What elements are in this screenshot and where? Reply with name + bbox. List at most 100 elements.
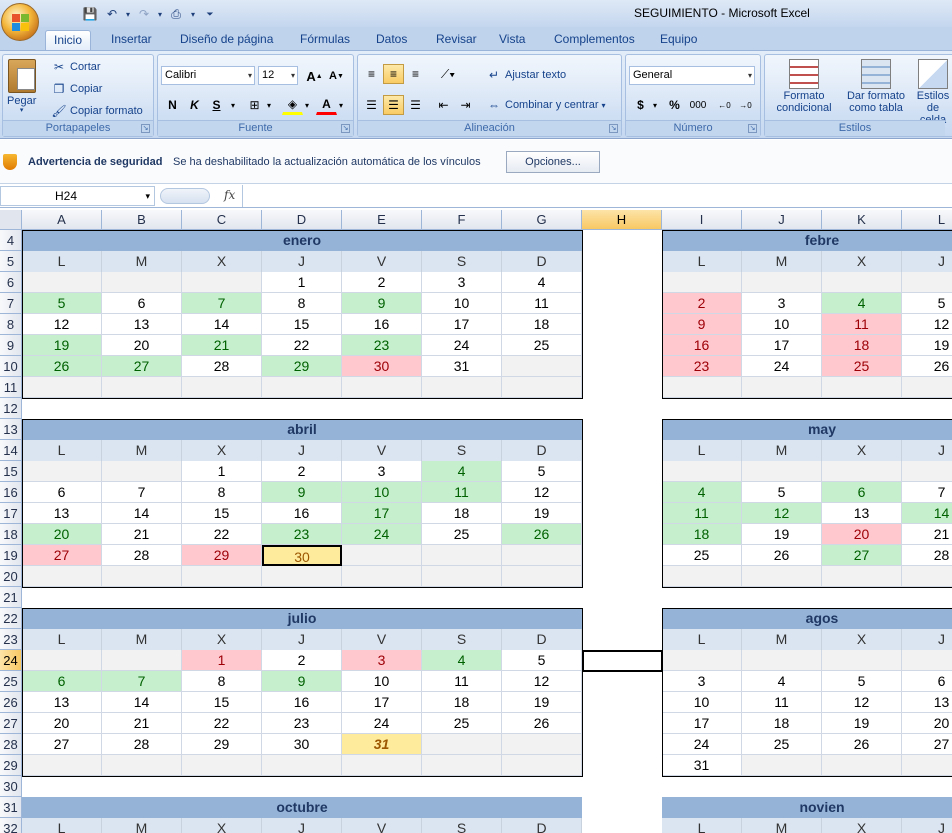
print-preview-icon[interactable]: ⎙ xyxy=(171,6,181,21)
calendar-day-cell[interactable] xyxy=(262,755,342,776)
calendar-day-cell[interactable]: 19 xyxy=(502,503,582,524)
calendar-day-cell[interactable]: 1 xyxy=(182,650,262,671)
row-header-4[interactable]: 4 xyxy=(0,230,22,251)
calendar-day-cell[interactable] xyxy=(342,566,422,587)
calendar-day-cell[interactable]: 24 xyxy=(342,524,422,545)
calendar-day-cell[interactable]: 2 xyxy=(342,272,422,293)
calendar-day-cell[interactable]: 12 xyxy=(822,692,902,713)
column-header-E[interactable]: E xyxy=(342,210,422,230)
calendar-day-cell[interactable] xyxy=(102,566,182,587)
calendar-day-cell[interactable] xyxy=(262,377,342,398)
align-top-icon[interactable]: ≡ xyxy=(367,67,375,81)
calendar-day-cell[interactable]: 4 xyxy=(422,650,502,671)
calendar-day-cell[interactable] xyxy=(822,566,902,587)
row-header-15[interactable]: 15 xyxy=(0,461,22,482)
underline-dropdown-icon[interactable]: ▾ xyxy=(230,100,235,110)
calendar-day-cell[interactable] xyxy=(182,566,262,587)
calendar-day-cell[interactable]: 26 xyxy=(22,356,102,377)
calendar-day-cell[interactable]: 18 xyxy=(502,314,582,335)
calendar-day-cell[interactable]: 2 xyxy=(262,461,342,482)
row-header-8[interactable]: 8 xyxy=(0,314,22,335)
calendar-day-cell[interactable]: 15 xyxy=(262,314,342,335)
calendar-day-cell[interactable] xyxy=(902,755,952,776)
calendar-day-cell[interactable]: 23 xyxy=(342,335,422,356)
calendar-day-cell[interactable]: 7 xyxy=(182,293,262,314)
calendar-day-cell[interactable]: 11 xyxy=(662,503,742,524)
calendar-day-cell[interactable]: 1 xyxy=(182,461,262,482)
calendar-day-cell[interactable] xyxy=(902,272,952,293)
calendar-day-cell[interactable]: 31 xyxy=(342,734,422,755)
calendar-day-cell[interactable] xyxy=(742,755,822,776)
calendar-day-cell[interactable]: 28 xyxy=(182,356,262,377)
calendar-day-cell[interactable]: 14 xyxy=(102,692,182,713)
fx-icon[interactable]: fx xyxy=(224,188,236,202)
calendar-day-cell[interactable] xyxy=(422,755,502,776)
row-header-20[interactable]: 20 xyxy=(0,566,22,587)
calendar-day-cell[interactable] xyxy=(822,650,902,671)
calendar-day-cell[interactable]: 25 xyxy=(822,356,902,377)
calendar-day-cell[interactable]: 25 xyxy=(422,524,502,545)
calendar-day-cell[interactable]: 3 xyxy=(742,293,822,314)
calendar-day-cell[interactable] xyxy=(742,377,822,398)
calendar-day-cell[interactable]: 27 xyxy=(102,356,182,377)
calendar-day-cell[interactable] xyxy=(182,755,262,776)
calendar-day-cell[interactable]: 19 xyxy=(902,335,952,356)
clipboard-launcher-icon[interactable]: ↘ xyxy=(141,124,150,133)
row-header-31[interactable]: 31 xyxy=(0,797,22,818)
calendar-day-cell[interactable]: 26 xyxy=(742,545,822,566)
calendar-day-cell[interactable]: 17 xyxy=(342,692,422,713)
calendar-day-cell[interactable] xyxy=(22,755,102,776)
calendar-day-cell[interactable] xyxy=(502,755,582,776)
tab-diseno-pagina[interactable]: Diseño de página xyxy=(180,32,274,46)
calendar-day-cell[interactable]: 27 xyxy=(822,545,902,566)
tab-vista[interactable]: Vista xyxy=(499,32,526,46)
decrease-decimal-icon[interactable]: →0 xyxy=(739,100,752,110)
column-header-B[interactable]: B xyxy=(102,210,182,230)
calendar-day-cell[interactable]: 11 xyxy=(822,314,902,335)
tab-complementos[interactable]: Complementos xyxy=(554,32,635,46)
calendar-day-cell[interactable]: 5 xyxy=(22,293,102,314)
borders-dropdown-icon[interactable]: ▾ xyxy=(266,100,271,110)
calendar-day-cell[interactable] xyxy=(822,461,902,482)
column-header-J[interactable]: J xyxy=(742,210,822,230)
calendar-day-cell[interactable]: 18 xyxy=(742,713,822,734)
calendar-day-cell[interactable]: 7 xyxy=(902,482,952,503)
shrink-font-button[interactable]: A ▼ xyxy=(329,70,344,82)
calendar-day-cell[interactable]: 8 xyxy=(182,482,262,503)
calendar-day-cell[interactable]: 12 xyxy=(502,671,582,692)
calendar-day-cell[interactable]: 18 xyxy=(662,524,742,545)
calendar-day-cell[interactable]: 28 xyxy=(102,545,182,566)
align-bottom-icon[interactable]: ≡ xyxy=(411,67,419,81)
calendar-day-cell[interactable]: 16 xyxy=(262,503,342,524)
calendar-day-cell[interactable]: 4 xyxy=(422,461,502,482)
calendar-day-cell[interactable]: 10 xyxy=(342,671,422,692)
calendar-day-cell[interactable]: 18 xyxy=(422,503,502,524)
calendar-day-cell[interactable]: 5 xyxy=(742,482,822,503)
row-header-13[interactable]: 13 xyxy=(0,419,22,440)
calendar-day-cell[interactable]: 5 xyxy=(502,461,582,482)
name-box[interactable]: H24 ▾ xyxy=(0,186,155,206)
calendar-day-cell[interactable]: 21 xyxy=(182,335,262,356)
calendar-day-cell[interactable]: 14 xyxy=(102,503,182,524)
cut-button[interactable]: ✂ Cortar xyxy=(51,59,101,75)
calendar-day-cell[interactable]: 17 xyxy=(662,713,742,734)
calendar-day-cell[interactable] xyxy=(422,734,502,755)
calendar-day-cell[interactable]: 8 xyxy=(262,293,342,314)
row-header-21[interactable]: 21 xyxy=(0,587,22,608)
selected-cell-h24[interactable] xyxy=(582,650,663,672)
calendar-day-cell[interactable]: 27 xyxy=(22,545,102,566)
conditional-format-button[interactable]: Formato condicional xyxy=(769,59,839,114)
row-header-17[interactable]: 17 xyxy=(0,503,22,524)
calendar-day-cell[interactable]: 9 xyxy=(662,314,742,335)
calendar-day-cell[interactable]: 27 xyxy=(22,734,102,755)
calendar-day-cell[interactable]: 26 xyxy=(902,356,952,377)
calendar-day-cell[interactable]: 18 xyxy=(822,335,902,356)
currency-dropdown-icon[interactable]: ▾ xyxy=(652,100,657,110)
calendar-day-cell[interactable]: 30 xyxy=(342,356,422,377)
calendar-day-cell[interactable]: 2 xyxy=(662,293,742,314)
borders-icon[interactable]: ⊞ xyxy=(249,98,260,112)
tab-inicio[interactable]: Inicio xyxy=(45,30,92,50)
calendar-day-cell[interactable]: 13 xyxy=(102,314,182,335)
row-header-9[interactable]: 9 xyxy=(0,335,22,356)
calendar-day-cell[interactable]: 2 xyxy=(262,650,342,671)
